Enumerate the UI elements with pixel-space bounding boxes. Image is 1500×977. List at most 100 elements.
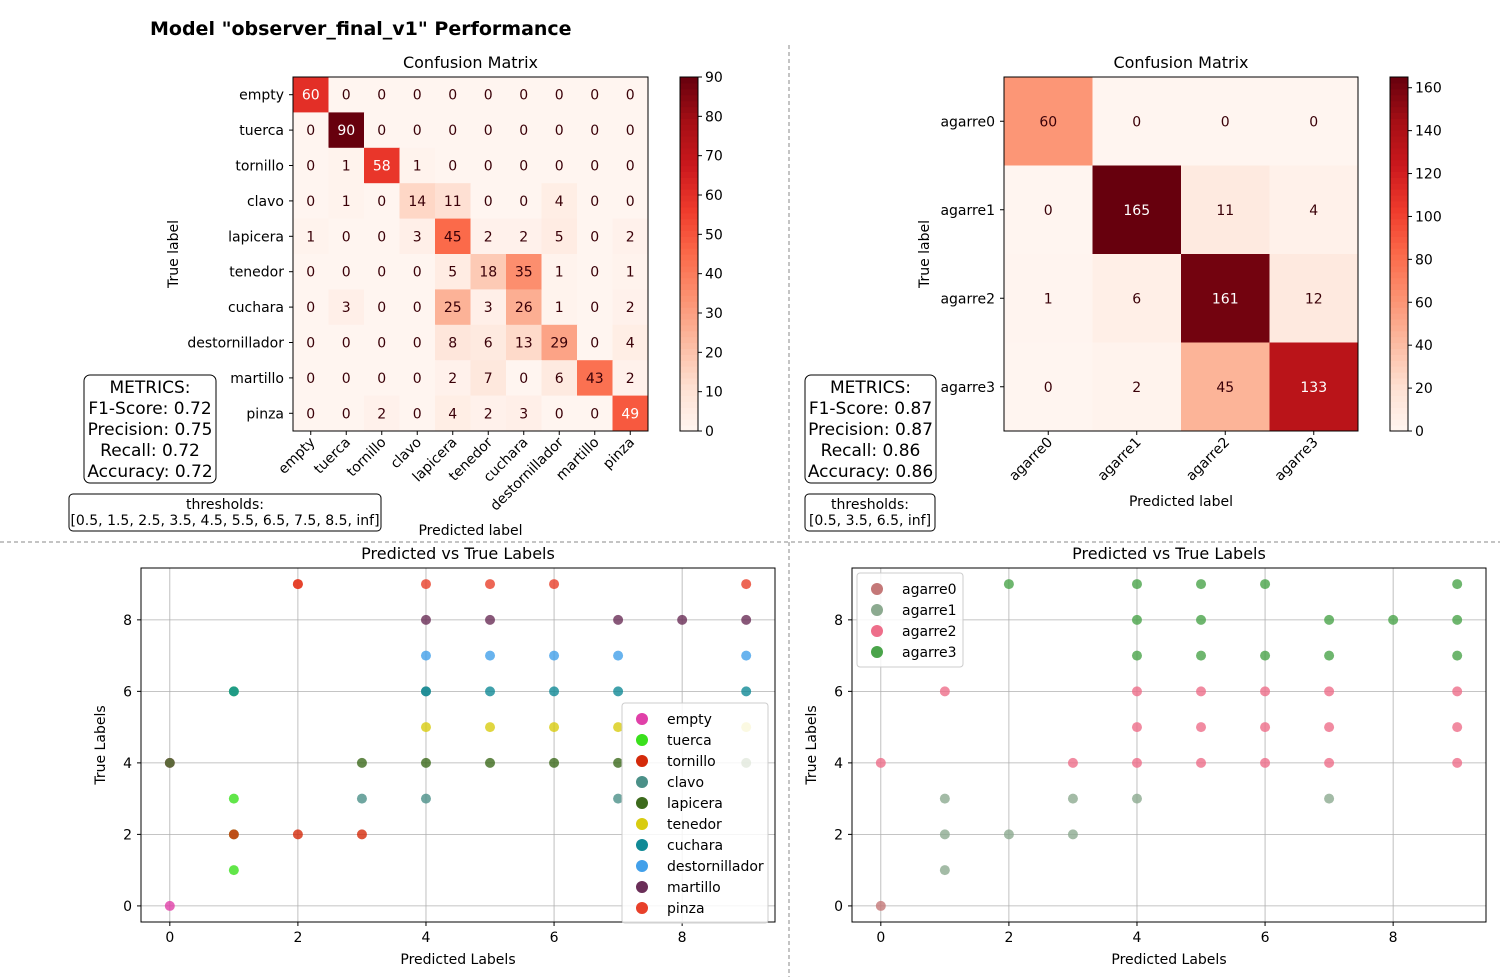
colorbar-segment <box>680 118 698 125</box>
colorbar-segment <box>680 77 698 84</box>
colorbar-segment <box>680 189 698 196</box>
cell-value: 0 <box>306 159 315 175</box>
colorbar-tick-label: 0 <box>1415 424 1424 440</box>
y-tick-label: 8 <box>123 613 132 629</box>
scatter-point <box>485 614 496 625</box>
matrix-cell <box>470 254 507 290</box>
cell-value: 5 <box>448 265 457 281</box>
cell-value: 12 <box>1305 291 1323 307</box>
chart-title: Confusion Matrix <box>1113 53 1248 72</box>
scatter-point <box>549 579 560 590</box>
colorbar-segment <box>680 259 698 267</box>
matrix-cell <box>328 324 365 361</box>
scatter-point <box>613 686 624 697</box>
cell-value: 0 <box>555 406 564 422</box>
colorbar-segment <box>680 195 698 202</box>
legend-label: cuchara <box>667 838 723 854</box>
matrix-cell <box>612 218 649 255</box>
colorbar-segment <box>680 106 698 113</box>
colorbar-segment <box>1390 124 1408 131</box>
matrix-cell <box>435 147 471 184</box>
cell-value: 1 <box>1044 291 1053 307</box>
scatter-point <box>485 757 496 768</box>
scatter-point <box>1260 757 1271 768</box>
matrix-cell <box>328 395 365 432</box>
scatter-point <box>1131 686 1142 697</box>
cell-value: 58 <box>373 159 391 175</box>
matrix-cell <box>364 77 400 113</box>
colorbar-segment <box>680 289 698 296</box>
legend-label: agarre2 <box>902 624 957 640</box>
x-tick-label: 0 <box>165 930 174 946</box>
cell-value: 49 <box>621 406 639 422</box>
colorbar-segment <box>1390 224 1408 231</box>
cell-value: 0 <box>1221 114 1230 130</box>
colorbar-segment <box>680 318 698 326</box>
legend-marker <box>636 902 648 914</box>
legend-label: empty <box>667 712 712 728</box>
matrix-cell <box>1269 77 1359 166</box>
cell-value: 0 <box>306 300 315 316</box>
colorbar-segment <box>1390 307 1408 314</box>
scatter-point <box>741 614 752 625</box>
colorbar-segment <box>680 348 698 355</box>
colorbar-tick-label: 40 <box>1415 338 1433 354</box>
cell-value: 0 <box>448 88 457 104</box>
scatter-point <box>420 722 431 733</box>
matrix-cell <box>364 183 400 220</box>
cell-value: 18 <box>479 265 497 281</box>
matrix-cell <box>399 360 436 397</box>
legend-box <box>621 702 769 924</box>
scatter-point <box>1324 614 1335 625</box>
colorbar-segment <box>680 271 698 279</box>
legend-marker <box>636 839 648 851</box>
cell-value: 0 <box>590 300 599 316</box>
cell-value: 0 <box>484 159 493 175</box>
thresholds-value: [0.5, 3.5, 6.5, inf] <box>809 513 931 529</box>
chart-title: Confusion Matrix <box>403 53 538 72</box>
legend-box <box>856 572 964 668</box>
legend-marker <box>636 860 648 872</box>
scatter-point <box>485 722 496 733</box>
y-tick-label: 8 <box>834 613 843 629</box>
colorbar-segment <box>680 383 698 391</box>
y-tick-label: martillo <box>230 371 284 387</box>
cell-value: 7 <box>484 371 493 387</box>
matrix-cell <box>506 147 542 184</box>
matrix-cell <box>470 112 507 149</box>
matrix-cell <box>328 218 365 255</box>
cell-value: 2 <box>448 371 457 387</box>
cell-value: 1 <box>342 159 351 175</box>
scatter-point <box>292 579 303 590</box>
matrix-cell <box>1004 165 1093 255</box>
cell-value: 2 <box>1132 380 1141 396</box>
legend-marker <box>636 734 648 746</box>
scatter-point <box>485 686 496 697</box>
matrix-cell <box>328 183 365 220</box>
scatter-grips: Predicted vs True Labels 0 2 4 6 8 0 2 4 6 8 Predic… <box>804 544 1487 968</box>
scatter-point <box>677 614 688 625</box>
cell-value: 6 <box>484 336 493 352</box>
scatter-point <box>549 757 560 768</box>
x-tick-label: agarre1 <box>1095 435 1145 485</box>
scatter-point <box>939 686 950 697</box>
colorbar-segment <box>680 112 698 119</box>
colorbar-segment <box>1390 389 1408 397</box>
matrix-cell <box>612 183 649 220</box>
colorbar-segment <box>680 254 698 261</box>
cell-value: 0 <box>555 88 564 104</box>
colorbar-segment <box>1390 295 1408 302</box>
colorbar-segment <box>680 395 698 403</box>
scatter-point <box>1131 757 1142 768</box>
matrix-cell <box>1269 254 1359 343</box>
colorbar-segment <box>680 360 698 367</box>
colorbar-segment <box>680 136 698 143</box>
x-tick-label: 4 <box>422 930 431 946</box>
scatter-point <box>549 722 560 733</box>
scatter-point <box>1452 686 1463 697</box>
cell-value: 25 <box>444 300 462 316</box>
cell-value: 0 <box>590 123 599 139</box>
cell-value: 0 <box>342 88 351 104</box>
cell-value: 133 <box>1300 380 1327 396</box>
scatter-point <box>1067 793 1078 804</box>
